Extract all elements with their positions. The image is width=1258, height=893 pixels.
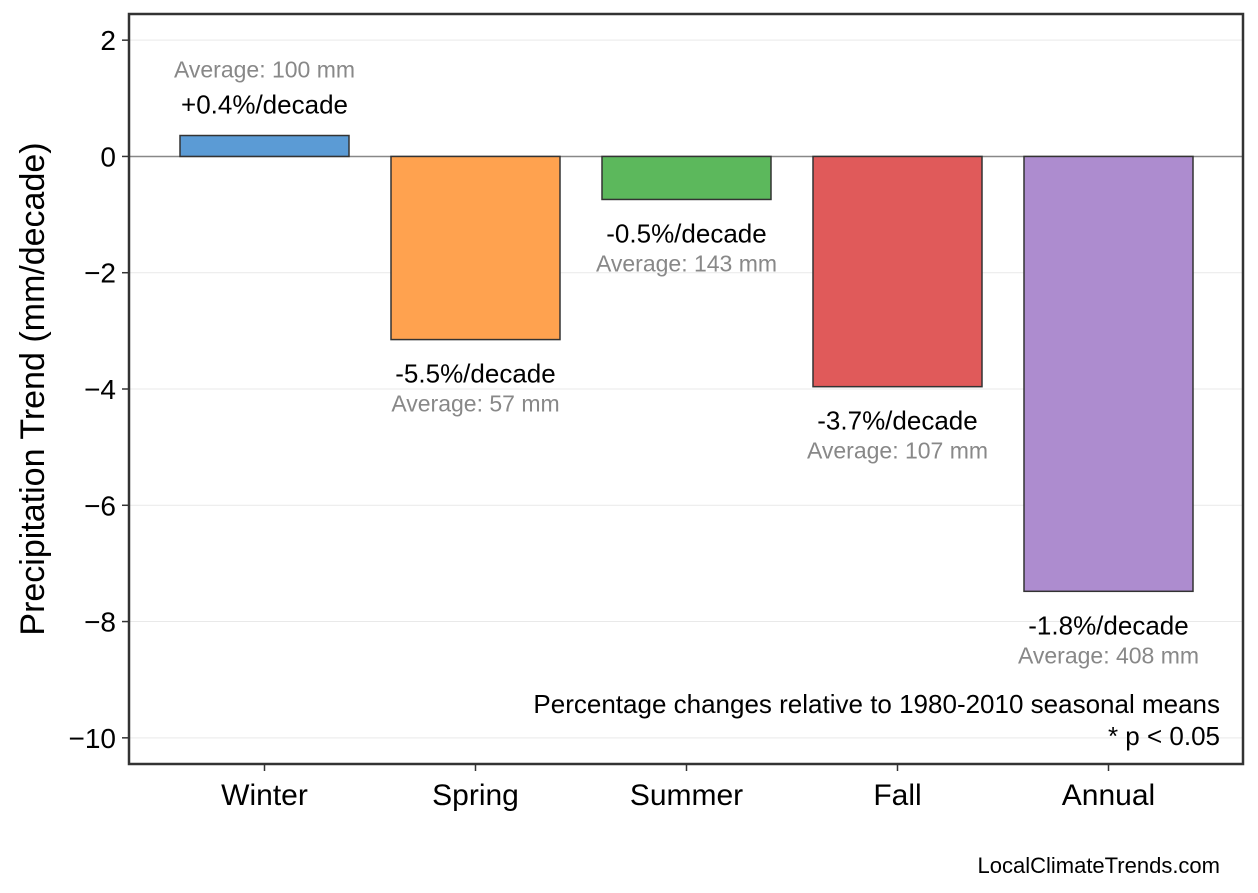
bar-fall (812, 155, 983, 388)
y-tick-label: −2 (84, 258, 116, 289)
category-label: Annual (1062, 779, 1155, 812)
source-credit: LocalClimateTrends.com (978, 853, 1221, 878)
percent-change-label: -0.5%/decade (606, 218, 766, 248)
y-axis-label: Precipitation Trend (mm/decade) (14, 142, 52, 635)
x-axis: Winter Spring Summer Fall Annual (221, 764, 1155, 812)
y-axis: 2 0 −2 −4 −6 −8 −10 (69, 25, 129, 754)
y-tick-label: −4 (84, 374, 116, 405)
percent-change-label: +0.4%/decade (181, 90, 348, 120)
average-label: Average: 107 mm (807, 438, 988, 464)
y-tick-label: −8 (84, 607, 116, 638)
y-tick-label: 2 (100, 25, 116, 56)
category-label: Summer (630, 779, 743, 812)
average-label: Average: 100 mm (174, 57, 355, 83)
bar-winter (179, 134, 350, 158)
bar-annual (1023, 155, 1194, 593)
category-label: Fall (873, 779, 921, 812)
bar-spring (390, 155, 561, 341)
note-significance: * p < 0.05 (1108, 721, 1220, 751)
bars (179, 134, 1194, 593)
bar-summer (601, 155, 772, 201)
y-tick-label: 0 (100, 141, 116, 172)
y-tick-label: −6 (84, 490, 116, 521)
note-percentage-basis: Percentage changes relative to 1980-2010… (533, 689, 1220, 719)
category-label: Spring (432, 779, 519, 812)
y-tick-label: −10 (69, 723, 117, 754)
percent-change-label: -5.5%/decade (395, 359, 555, 389)
average-label: Average: 143 mm (596, 250, 777, 276)
percent-change-label: -3.7%/decade (817, 406, 977, 436)
percent-change-label: -1.8%/decade (1028, 610, 1188, 640)
category-label: Winter (221, 779, 308, 812)
average-label: Average: 408 mm (1018, 642, 1199, 668)
average-label: Average: 57 mm (391, 391, 559, 417)
